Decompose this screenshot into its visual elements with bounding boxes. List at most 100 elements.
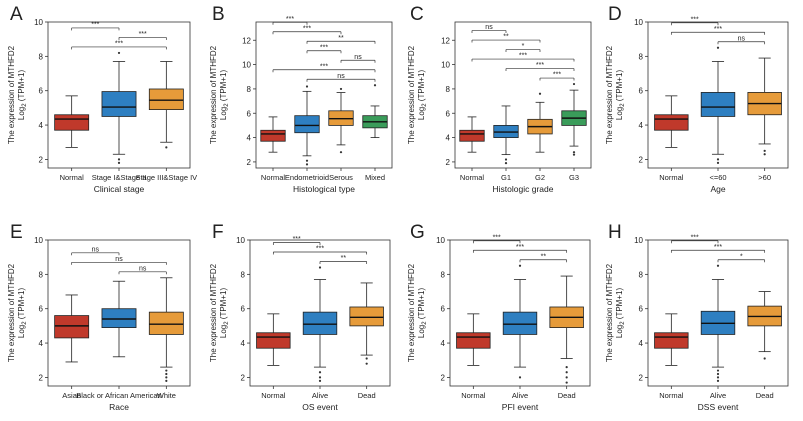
box-iqr	[101, 91, 137, 117]
outlier-point	[565, 381, 568, 384]
x-tick-label: Dead	[558, 391, 576, 400]
x-tick-label: Dead	[756, 391, 774, 400]
significance-bracket: ***	[71, 21, 120, 31]
significance-bracket: **	[306, 35, 376, 44]
outlier-point	[716, 369, 720, 372]
y-tick-label: 4	[241, 339, 246, 348]
panel-f: F 2 4 6 8 10 The expression of MTHFD2 Log2 (TPM…	[209, 222, 391, 412]
box-2	[101, 51, 137, 164]
outlier-point	[572, 82, 576, 86]
outlier-point	[565, 366, 568, 369]
significance-bracket: **	[319, 255, 368, 264]
x-tick-label: Asian	[62, 391, 81, 400]
y-tick-label: 10	[236, 236, 245, 245]
significance-label: **	[503, 34, 509, 41]
outlier-point	[716, 379, 720, 382]
box-3	[527, 92, 553, 153]
outlier-point	[318, 266, 322, 269]
significance-label: **	[541, 253, 547, 260]
outlier-point	[165, 372, 168, 376]
x-tick-label: Alive	[312, 391, 328, 400]
box-1	[654, 95, 689, 148]
y-tick-label: 10	[34, 18, 43, 27]
box-iqr	[302, 311, 338, 335]
x-tick-label: Normal	[60, 173, 85, 182]
box-3	[747, 291, 782, 360]
x-tick-label: Normal	[261, 391, 286, 400]
panel-b: B 2 4 6 8 10 12 The expression of MTHFD2 Log2 (T…	[209, 4, 393, 194]
box-1	[54, 95, 90, 148]
significance-bracket: ***	[272, 236, 321, 245]
x-axis-label: Histological type	[293, 184, 355, 194]
x-tick-label: Normal	[659, 173, 684, 182]
significance-bracket: ns	[340, 54, 376, 63]
box-1	[456, 313, 491, 366]
significance-bracket: ***	[272, 245, 368, 255]
box-2	[502, 264, 538, 379]
outlier-point	[165, 369, 168, 372]
significance-bracket: ***	[670, 26, 766, 35]
outlier-point	[165, 376, 168, 379]
outlier-point	[504, 162, 508, 165]
outlier-point	[565, 376, 568, 379]
significance-label: ***	[714, 26, 722, 33]
significance-label: ***	[303, 25, 311, 32]
y-tick-label: 10	[436, 236, 445, 245]
y-tick-label: 8	[441, 270, 446, 279]
box-iqr	[260, 129, 286, 142]
outlier-point	[518, 376, 522, 379]
outlier-point	[165, 146, 168, 149]
y-axis-label: The expression of MTHFD2	[407, 263, 416, 362]
significance-bracket: **	[519, 253, 568, 263]
box-iqr	[294, 115, 320, 134]
y-tick-label: 10	[34, 236, 43, 245]
y-tick-label: 4	[247, 134, 252, 143]
significance-label: *	[740, 253, 743, 260]
y-tick-label: 6	[446, 109, 451, 118]
box-3	[328, 87, 354, 154]
x-tick-label: >60	[758, 173, 771, 182]
significance-label: ***	[691, 234, 699, 241]
significance-bracket: ***	[272, 16, 308, 25]
significance-label: ns	[92, 246, 100, 253]
box-2	[700, 46, 736, 164]
y-tick-label: 4	[446, 134, 451, 143]
significance-bracket: ns	[71, 246, 120, 256]
significance-label: *	[522, 43, 525, 50]
x-tick-label: Black or African American	[76, 391, 161, 400]
x-tick-label: <=60	[709, 173, 726, 182]
x-tick-label: G2	[535, 173, 545, 182]
box-iqr	[256, 332, 291, 349]
outlier-point	[716, 372, 720, 376]
y-tick-label: 10	[242, 61, 251, 70]
y-tick-label: 8	[247, 85, 252, 94]
significance-bracket: *	[717, 253, 766, 263]
outlier-point	[716, 264, 720, 267]
box-iqr	[54, 315, 90, 339]
outlier-point	[305, 159, 309, 162]
significance-bracket: ***	[472, 234, 521, 244]
outlier-point	[518, 264, 522, 267]
outlier-point	[763, 357, 766, 360]
y-tick-label: 6	[639, 305, 644, 314]
significance-bracket: ***	[670, 16, 719, 26]
x-tick-label: G3	[569, 173, 579, 182]
significance-label: ***	[536, 62, 544, 69]
y-axis-unit: Log2 (TPM+1)	[615, 288, 626, 339]
panel-c: C 2 4 6 8 10 12 The expression of MTHFD2 Log2 (T…	[407, 4, 592, 194]
y-axis-label: The expression of MTHFD2	[209, 263, 218, 362]
significance-bracket: ***	[670, 244, 766, 253]
significance-label: ***	[316, 245, 324, 252]
box-3	[349, 282, 384, 365]
y-tick-label: 8	[241, 270, 246, 279]
y-axis-label: The expression of MTHFD2	[605, 45, 614, 144]
x-axis-label: Clinical stage	[94, 184, 145, 194]
x-tick-label: White	[157, 391, 176, 400]
x-tick-label: Serous	[329, 173, 353, 182]
x-tick-label: Normal	[261, 173, 286, 182]
significance-bracket: ns	[71, 256, 167, 265]
significance-bracket: ***	[118, 31, 167, 40]
outlier-point	[373, 84, 377, 87]
significance-bracket: ***	[472, 244, 568, 253]
